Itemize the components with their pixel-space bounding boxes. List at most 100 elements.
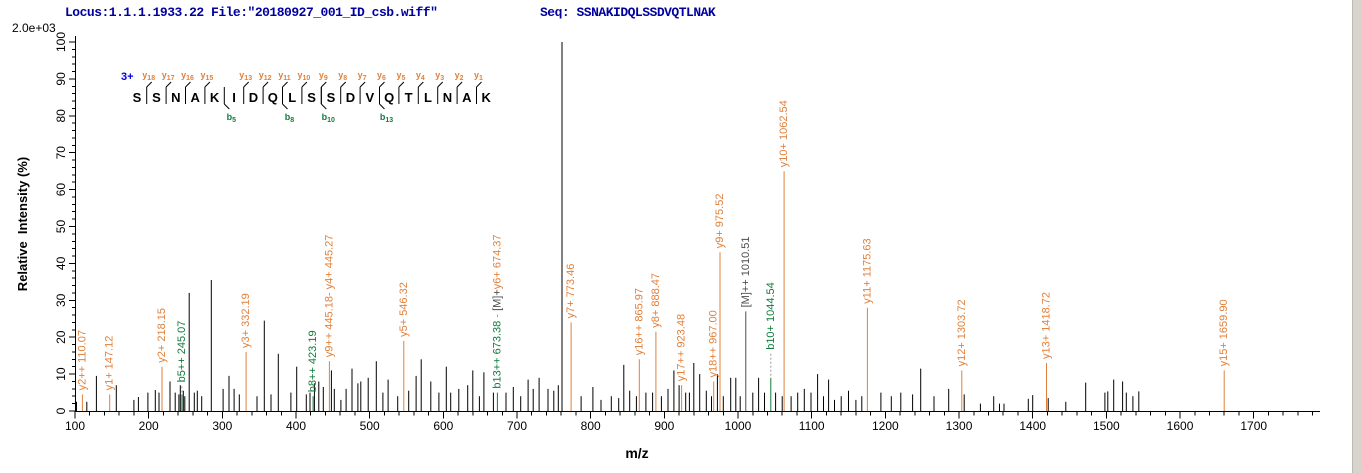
svg-text:20: 20: [54, 330, 68, 344]
residue-letter: D: [346, 90, 355, 105]
svg-text:1500: 1500: [1093, 419, 1120, 433]
y-fragment-label: y11: [278, 70, 291, 82]
svg-text:50: 50: [54, 220, 68, 234]
x-axis-title: m/z: [625, 445, 648, 461]
residue-letter: N: [443, 90, 452, 105]
peak-label: y10+ 1062.54: [778, 100, 790, 167]
peak-label: y1+ 147.12: [104, 336, 116, 391]
y-fragment-label: y9: [319, 70, 328, 82]
y-fragment-label: y5: [396, 70, 405, 82]
residue-letter: Q: [268, 90, 278, 105]
residue-letter: A: [462, 90, 472, 105]
svg-text:80: 80: [54, 109, 68, 123]
y-fragment-label: y17: [162, 70, 175, 82]
x-tick-labels: 100 200 300 400 500 600 700 800 900 1000 1100 1200 1…: [65, 419, 1267, 433]
svg-text:1700: 1700: [1240, 419, 1267, 433]
svg-text:1300: 1300: [946, 419, 973, 433]
y-fragment-label: y16: [181, 70, 194, 82]
peak-label: y3+ 332.19: [240, 293, 252, 348]
peak-label: y2+ 218.15: [156, 308, 168, 363]
residue-letter: Q: [384, 90, 394, 105]
svg-text:400: 400: [286, 419, 306, 433]
residue-letter: K: [482, 90, 492, 105]
svg-text:10: 10: [54, 367, 68, 381]
b-fragment-label: b8: [285, 112, 295, 124]
svg-text:200: 200: [139, 419, 159, 433]
svg-text:500: 500: [360, 419, 380, 433]
svg-text:100: 100: [65, 419, 85, 433]
residue-letter: S: [152, 90, 161, 105]
y-axis-title: Relative Intensity (%): [15, 157, 30, 291]
peak-label: y15+ 1659.90: [1218, 299, 1230, 366]
svg-text:40: 40: [54, 256, 68, 270]
svg-text:800: 800: [581, 419, 601, 433]
svg-text:1000: 1000: [725, 419, 752, 433]
peak-label: b5++ 245.07: [176, 321, 188, 383]
peak-label: y9++ 445.18- y4+ 445.27: [323, 235, 335, 358]
unmatched-peaks: [76, 42, 1140, 411]
svg-text:0: 0: [54, 407, 68, 414]
matched-peaks: y2++ 110.07 y1+ 147.12 y2+ 218.15 b5++ 245.…: [76, 100, 1230, 411]
peak-label: y8+ 888.47: [650, 273, 662, 328]
residue-letter: V: [365, 90, 374, 105]
svg-text:1100: 1100: [799, 419, 825, 433]
residue-letter: I: [232, 90, 236, 105]
peak-label: y13+ 1418.72: [1041, 292, 1053, 359]
svg-text:100: 100: [54, 32, 68, 52]
svg-text:1400: 1400: [1019, 419, 1046, 433]
svg-text:70: 70: [54, 146, 68, 160]
peak-label: b13++ 673.38 - [M]+y6+ 674.37: [491, 234, 503, 388]
y-fragment-label: y3: [435, 70, 444, 82]
residue-letter: L: [288, 90, 296, 105]
y-fragment-label: y13: [239, 70, 252, 82]
svg-text:90: 90: [54, 72, 68, 86]
precursor-charge-label: 3+: [121, 71, 134, 83]
peak-label: y12+ 1303.72: [956, 299, 968, 366]
sequence-header-label: Seq: SSNAKIDQLSSDVQTLNAK: [540, 5, 716, 20]
peak-label: y17++ 923.48: [676, 314, 688, 381]
peak-label: y18++ 967.00: [708, 310, 720, 377]
residue-letter: L: [424, 90, 432, 105]
peak-label: y7+ 773.46: [565, 264, 577, 319]
peak-label: y9+ 975.52: [714, 194, 726, 249]
svg-text:700: 700: [507, 419, 527, 433]
y-tick-labels: 0 10 20 30 40 50 60 70 80 90 100: [54, 32, 68, 415]
residue-letter: S: [133, 90, 142, 105]
residue-letter: T: [405, 90, 413, 105]
peak-label: b10+ 1044.54: [765, 282, 777, 350]
window-right-edge: [1352, 0, 1362, 473]
b-fragment-label: b10: [322, 112, 335, 124]
peak-label: y2++ 110.07: [76, 330, 88, 390]
svg-text:30: 30: [54, 293, 68, 307]
y-fragment-label: y1: [474, 70, 483, 82]
y-fragment-label: y7: [358, 70, 367, 82]
svg-text:900: 900: [654, 419, 674, 433]
peak-label: y5+ 546.32: [398, 282, 410, 337]
svg-text:1200: 1200: [872, 419, 899, 433]
axes: [69, 36, 1320, 419]
b-fragment-label: b5: [227, 112, 237, 124]
peak-label: y16++ 865.97: [633, 288, 645, 355]
y-fragment-label: y10: [297, 70, 310, 82]
svg-text:1600: 1600: [1167, 419, 1194, 433]
svg-text:300: 300: [212, 419, 232, 433]
residue-letter: K: [210, 90, 220, 105]
b-fragment-label: b13: [380, 112, 393, 124]
peak-label: [M]++ 1010.51: [740, 236, 752, 307]
residue-letter: N: [171, 90, 180, 105]
y-fragment-label: y4: [416, 70, 425, 82]
peak-label: y11+ 1175.63: [861, 238, 873, 303]
svg-text:60: 60: [54, 183, 68, 197]
peak-label: b8++ 423.19: [307, 330, 319, 392]
residue-letter: S: [307, 90, 316, 105]
locus-file-label: Locus:1.1.1.1933.22 File:"20180927_001_I…: [65, 5, 438, 20]
y-fragment-label: y6: [377, 70, 386, 82]
svg-text:600: 600: [433, 419, 453, 433]
y-fragment-label: y2: [455, 70, 464, 82]
intensity-scale-label: 2.0e+03: [12, 21, 56, 35]
y-fragment-label: y8: [338, 70, 347, 82]
y-fragment-label: y15: [200, 70, 213, 82]
